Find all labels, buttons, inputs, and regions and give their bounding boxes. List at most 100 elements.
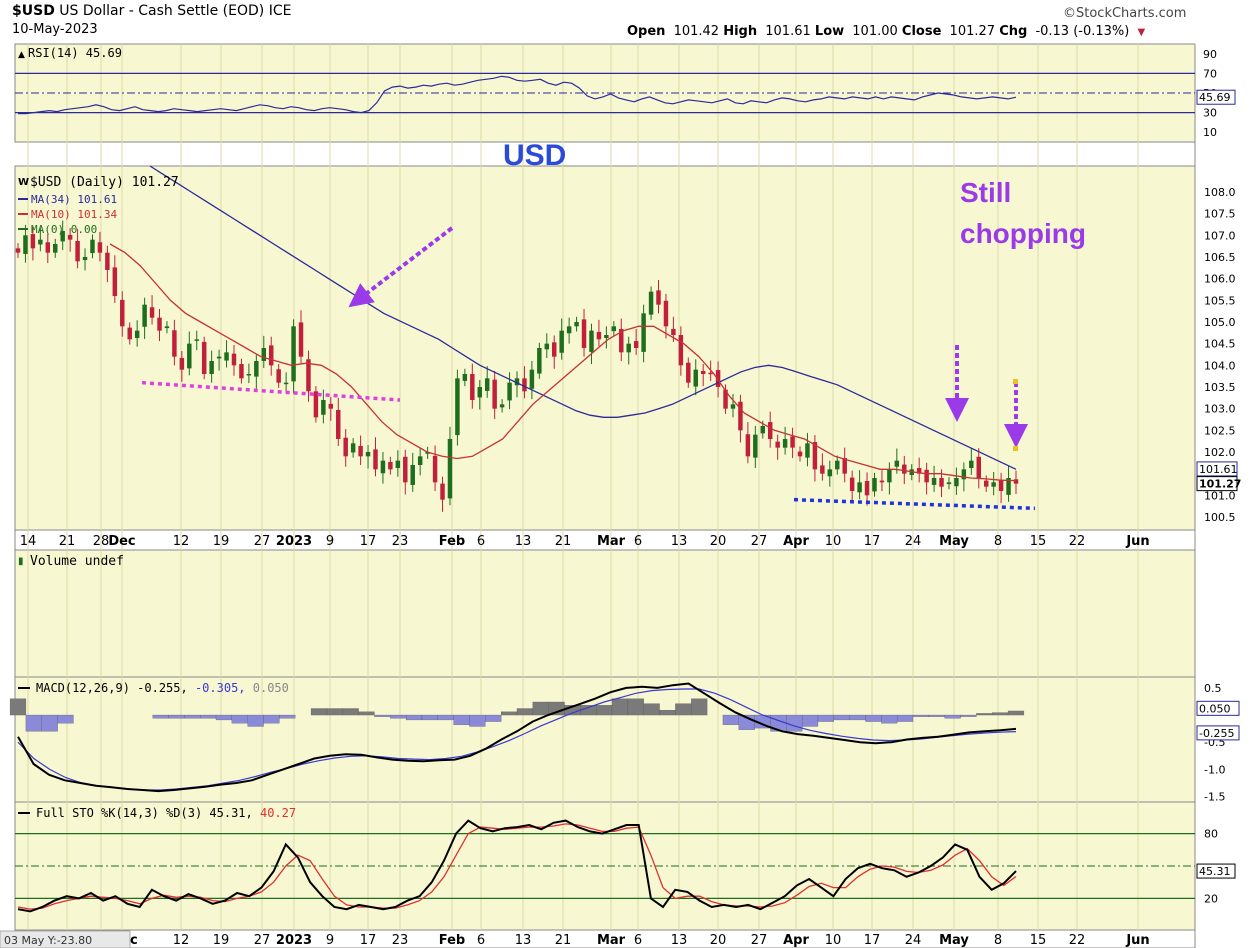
macd-histogram-bar [849, 714, 866, 721]
macd-value-box [1196, 700, 1240, 716]
low-label: Low [814, 24, 845, 39]
price-legend-icon: W [18, 177, 29, 188]
macd-histogram-bar [865, 714, 882, 722]
candle-body [484, 378, 490, 391]
candle-body [797, 451, 803, 457]
x-axis-label: 20 [710, 534, 727, 549]
x-axis-label: 2023 [276, 534, 312, 549]
candle-body [633, 341, 639, 348]
macd-histogram-bar [580, 705, 597, 716]
x-axis-label: Mar [597, 933, 626, 948]
macd-histogram-bar [437, 714, 454, 721]
x-axis-label: Feb [439, 933, 465, 948]
macd-histogram-bar [912, 714, 930, 717]
sto-k-line [17, 819, 1017, 913]
candle-body [663, 300, 669, 327]
macd-legend-macd: -0.255, [137, 681, 195, 695]
macd-histogram-bar [627, 698, 644, 716]
price-tick-label: 105.0 [1204, 316, 1236, 329]
close-value: 101.27 [949, 24, 996, 39]
x-axis-label: 22 [1069, 933, 1086, 948]
macd-histogram-bar [9, 698, 27, 716]
rsi-tick-label: 70 [1203, 67, 1217, 80]
ma34-line [149, 165, 1017, 470]
price-tick-label: 101.0 [1204, 489, 1236, 502]
price-tick-label: 104.5 [1204, 338, 1236, 351]
macd-histogram-bar [279, 714, 296, 719]
candle-body [738, 401, 743, 431]
x-axis-label: 19 [213, 933, 230, 948]
sto-tick-label: 80 [1204, 828, 1218, 841]
macd-value-box [1196, 725, 1240, 741]
macd-histogram-bar [817, 714, 834, 722]
candle-body [998, 479, 1004, 491]
macd-histogram-bar [231, 714, 248, 724]
candle-body [604, 335, 609, 339]
candle-body [440, 483, 445, 500]
sto-legend-d: 40.27 [260, 806, 296, 820]
candle-body [261, 348, 267, 361]
macd-histogram-bar [358, 711, 375, 716]
chart-annotation-usd: USD [503, 139, 566, 172]
macd-histogram-bar [25, 714, 42, 732]
macd-histogram-bar [390, 714, 407, 719]
candle-body [365, 452, 371, 457]
exchange: ICE [268, 3, 292, 19]
candle-body [693, 369, 698, 387]
macd-histogram-bar [41, 714, 58, 732]
macd-legend-signal: -0.305, [195, 681, 253, 695]
high-value: 101.61 [765, 24, 811, 39]
ma-legend: MA(34) 101.61 [31, 193, 117, 206]
marker-square-icon [1013, 446, 1018, 451]
ma-legend: MA(0) 0.00 [31, 223, 97, 236]
rsi-tick-label: 30 [1203, 107, 1217, 120]
price-tick-label: 103.0 [1204, 403, 1236, 416]
candle-body [805, 443, 810, 458]
candle-body [529, 369, 535, 389]
x-axis-label: 14 [20, 534, 37, 549]
macd-histogram-bar [881, 714, 898, 724]
macd-panel: 0.5-0.5-1.0-1.50.050-0.255MACD(12,26,9) … [9, 681, 1240, 804]
candle-body [403, 456, 408, 483]
x-axis-label: 6 [634, 534, 642, 549]
macd-histogram-bar [928, 714, 945, 717]
candle-body [879, 480, 885, 483]
candle-body [760, 426, 766, 434]
macd-histogram-bar [722, 714, 739, 725]
price-tick-label: 108.0 [1204, 186, 1236, 199]
price-panel: 108.0 107.5 107.0 106.5 106.0 105.5 105.0 104.5… [15, 139, 1241, 569]
candle-body [231, 353, 237, 366]
rsi-tick-label: 10 [1203, 126, 1217, 139]
x-axis-label: 21 [555, 534, 572, 549]
macd-histogram-bar [263, 714, 280, 724]
macd-tick-label: 0.5 [1204, 682, 1222, 695]
macd-histogram-bar [310, 708, 328, 716]
macd-histogram-bar [469, 714, 486, 727]
macd-histogram-bar [405, 714, 423, 721]
candle-body [291, 326, 296, 382]
price-tick-label: 106.0 [1204, 273, 1236, 286]
macd-histogram-bar [215, 714, 233, 721]
macd-histogram-bar [57, 714, 74, 724]
macd-histogram-bar [786, 714, 803, 732]
low-value: 101.00 [852, 24, 898, 39]
price-tick-label: 104.0 [1204, 359, 1236, 372]
macd-line [17, 682, 1017, 793]
macd-histogram-bar [801, 714, 819, 727]
candle-body [671, 328, 676, 335]
candle-body [38, 239, 43, 245]
macd-histogram-bar [532, 701, 549, 716]
x-axis-label: 10 [825, 933, 842, 948]
macd-histogram-bar [168, 714, 185, 719]
candle-body [641, 313, 646, 352]
rsi-legend: RSI(14) 45.69 [28, 46, 122, 60]
chart-header-title: $USD US Dollar - Cash Settle (EOD) ICE [12, 3, 291, 19]
support-dotted-pink [141, 380, 401, 402]
candle-body [916, 468, 922, 474]
close-label: Close [901, 24, 942, 39]
candle-body [328, 403, 334, 409]
candle-body [224, 352, 229, 361]
price-label: 101.27 [1199, 478, 1241, 491]
price-tick-label: 105.5 [1204, 294, 1236, 307]
candle-body [708, 372, 713, 375]
